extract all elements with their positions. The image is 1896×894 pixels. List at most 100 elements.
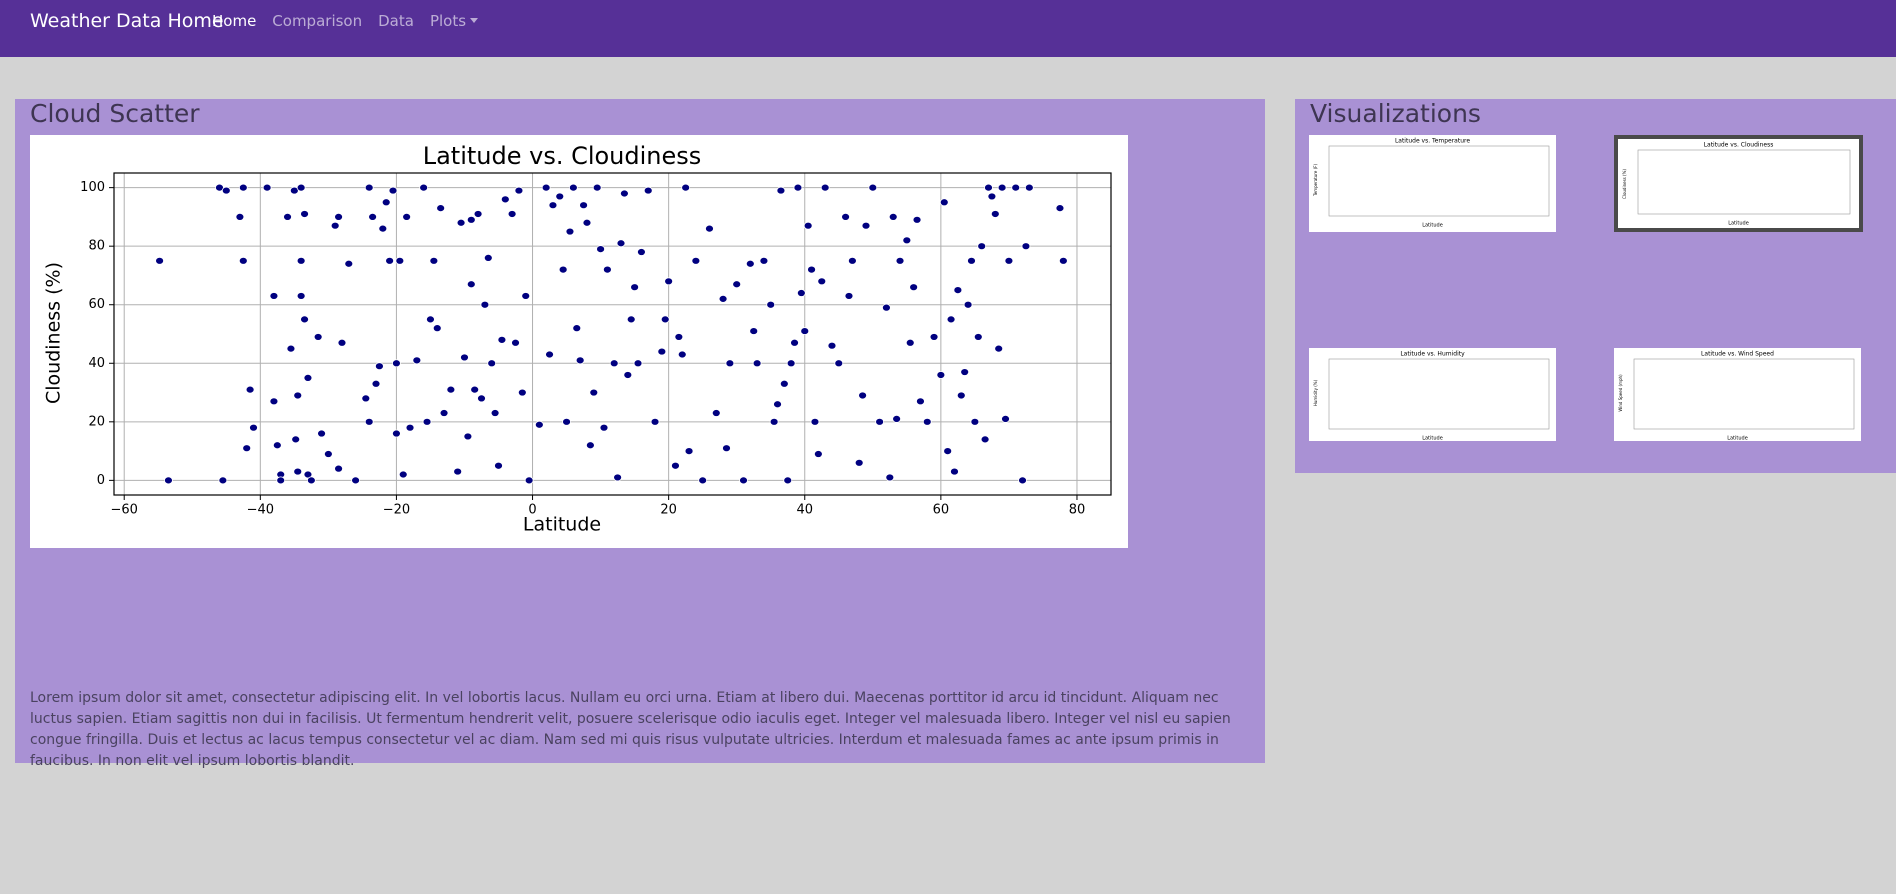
point bbox=[643, 186, 653, 195]
point bbox=[460, 353, 469, 362]
point bbox=[521, 292, 531, 300]
nav-link[interactable]: Home bbox=[212, 12, 257, 30]
point bbox=[677, 350, 687, 359]
point bbox=[684, 447, 694, 455]
point bbox=[334, 213, 343, 221]
point bbox=[368, 213, 378, 221]
point bbox=[218, 476, 228, 485]
thumbnail[interactable]: Latitude vs. Wind Speed Latitude Wind Spee… bbox=[1614, 348, 1861, 442]
point bbox=[306, 476, 316, 485]
point bbox=[749, 327, 759, 335]
thumbnail-title: Latitude vs. Wind Speed bbox=[1701, 351, 1774, 358]
point bbox=[296, 292, 306, 300]
point bbox=[432, 324, 442, 333]
nav-link[interactable]: Comparison bbox=[272, 12, 363, 30]
point bbox=[351, 476, 360, 485]
point bbox=[235, 213, 245, 221]
point bbox=[517, 388, 527, 397]
point bbox=[483, 253, 493, 262]
point bbox=[599, 423, 609, 432]
point bbox=[293, 467, 303, 476]
point bbox=[596, 245, 605, 254]
point bbox=[905, 338, 915, 347]
thumbnail-title: Latitude vs. Humidity bbox=[1400, 351, 1465, 358]
thumbnail-y-label: Cloudiness (%) bbox=[1622, 169, 1627, 199]
point bbox=[364, 417, 374, 426]
point bbox=[361, 394, 371, 403]
point bbox=[579, 201, 588, 210]
point bbox=[164, 476, 173, 485]
point bbox=[626, 315, 636, 324]
nav-link[interactable]: Data bbox=[378, 12, 414, 30]
thumbnail-x-label: Latitude bbox=[1727, 436, 1748, 442]
point bbox=[385, 256, 395, 265]
point bbox=[429, 256, 439, 265]
thumbnail[interactable]: Latitude vs. Humidity Latitude Humidity (%… bbox=[1309, 348, 1556, 442]
point bbox=[300, 210, 309, 218]
point bbox=[1018, 476, 1027, 485]
point bbox=[759, 256, 769, 265]
point bbox=[613, 473, 623, 482]
point bbox=[412, 356, 422, 365]
thumbnail-y-label: Humidity (%) bbox=[1313, 379, 1318, 406]
point bbox=[671, 461, 680, 470]
point bbox=[779, 379, 789, 388]
point bbox=[817, 277, 827, 286]
thumbnail-plot: Latitude vs. Temperature Latitude Temperat… bbox=[1313, 138, 1550, 229]
point bbox=[422, 417, 432, 426]
point bbox=[238, 183, 248, 192]
point bbox=[950, 467, 959, 476]
point bbox=[916, 397, 925, 406]
brand[interactable]: Weather Data Home bbox=[30, 10, 224, 32]
point bbox=[790, 338, 799, 347]
thumbnail-frame bbox=[1328, 145, 1550, 217]
point bbox=[1001, 414, 1010, 423]
point bbox=[494, 461, 503, 470]
point bbox=[946, 315, 956, 324]
point bbox=[844, 292, 854, 300]
y-tick-label: 60 bbox=[88, 297, 105, 312]
thumbnail[interactable]: Latitude vs. Cloudiness Latitude Cloudines… bbox=[1614, 135, 1863, 232]
navbar: Weather Data Home Home Comparison Data P… bbox=[0, 0, 1896, 57]
point bbox=[929, 333, 939, 341]
point bbox=[242, 444, 252, 453]
point bbox=[439, 409, 449, 417]
point bbox=[681, 183, 691, 192]
point bbox=[725, 359, 735, 368]
point bbox=[300, 315, 309, 324]
point bbox=[392, 359, 401, 368]
main-heading: Cloud Scatter bbox=[30, 99, 200, 128]
point bbox=[466, 215, 476, 224]
point bbox=[766, 300, 776, 309]
point bbox=[238, 256, 248, 265]
sidebar-panel: Visualizations Latitude vs. Temperature L… bbox=[1295, 99, 1896, 473]
point bbox=[793, 183, 803, 192]
x-tick-label: 80 bbox=[1069, 503, 1086, 518]
nav-links: Home Comparison Data Plots bbox=[212, 12, 478, 30]
point bbox=[568, 183, 578, 192]
point bbox=[249, 423, 258, 432]
point bbox=[820, 183, 830, 192]
point bbox=[902, 236, 912, 245]
plot-frame bbox=[113, 172, 1112, 496]
point bbox=[555, 192, 565, 201]
point bbox=[984, 183, 993, 192]
thumbnail[interactable]: Latitude vs. Temperature Latitude Temperat… bbox=[1309, 135, 1556, 232]
point bbox=[541, 183, 551, 192]
point bbox=[582, 218, 592, 227]
point bbox=[497, 335, 507, 344]
point bbox=[967, 256, 976, 265]
nav-dropdown[interactable]: Plots bbox=[430, 12, 478, 30]
thumbnail-frame bbox=[1328, 358, 1550, 430]
point bbox=[803, 221, 813, 230]
point bbox=[291, 435, 301, 444]
point bbox=[620, 189, 629, 198]
point bbox=[446, 385, 456, 394]
x-tick-label: 20 bbox=[660, 503, 677, 518]
point bbox=[698, 476, 708, 485]
point bbox=[718, 294, 728, 303]
point bbox=[807, 265, 816, 274]
chart: Latitude vs. Cloudiness Latitude Cloudin… bbox=[30, 135, 1128, 548]
point bbox=[895, 256, 905, 265]
